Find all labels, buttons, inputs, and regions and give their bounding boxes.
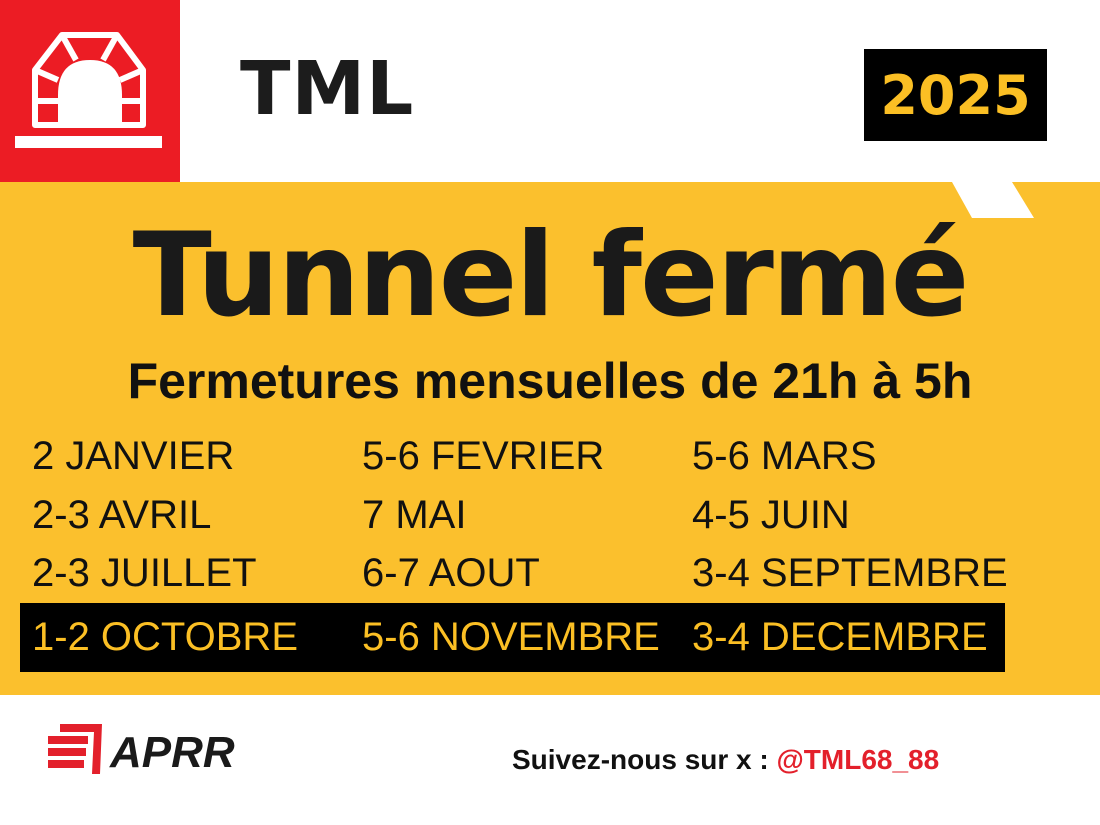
tml-tunnel-logo	[0, 0, 180, 182]
social-follow: Suivez-nous sur x : @TML68_88	[512, 744, 939, 776]
date-item: 3-4 SEPTEMBRE	[692, 551, 1008, 595]
page-title: Tunnel fermé	[132, 208, 970, 343]
date-item: 2 JANVIER	[32, 434, 235, 478]
year-badge: 2025	[864, 49, 1047, 141]
date-item: 7 MAI	[362, 493, 467, 537]
date-item: 1-2 OCTOBRE	[32, 615, 298, 659]
date-item: 2-3 AVRIL	[32, 493, 212, 537]
date-item: 4-5 JUIN	[692, 493, 850, 537]
tunnel-icon	[15, 32, 162, 148]
speech-bubble-notch	[952, 182, 1034, 218]
aprr-logo	[48, 724, 104, 780]
closure-hours-subtitle: Fermetures mensuelles de 21h à 5h	[127, 353, 973, 409]
aprr-logo-text: APRR	[110, 728, 235, 777]
date-item: 3-4 DECEMBRE	[692, 615, 988, 659]
aprr-stripes-icon	[48, 724, 102, 774]
date-item: 5-6 MARS	[692, 434, 877, 478]
date-item: 2-3 JUILLET	[32, 551, 257, 595]
date-item: 5-6 FEVRIER	[362, 434, 605, 478]
brand-name: TML	[240, 46, 415, 132]
highlight-band	[20, 603, 1005, 672]
follow-label: Suivez-nous sur x :	[512, 744, 777, 775]
x-handle-link[interactable]: @TML68_88	[776, 744, 940, 775]
date-item: 5-6 NOVEMBRE	[362, 615, 660, 659]
date-item: 6-7 AOUT	[362, 551, 540, 595]
